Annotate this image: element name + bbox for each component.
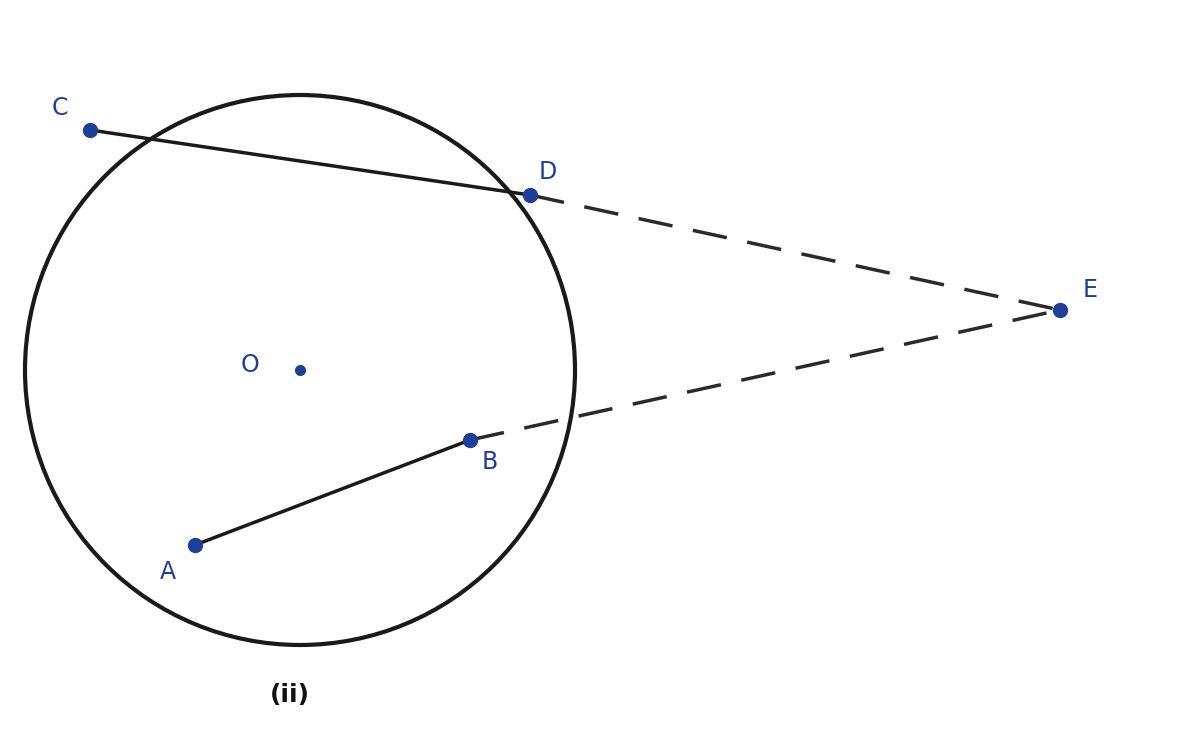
Text: B: B	[482, 450, 498, 474]
Text: C: C	[52, 96, 68, 120]
Text: (ii): (ii)	[270, 683, 310, 707]
Text: D: D	[539, 160, 557, 184]
Text: A: A	[160, 560, 176, 584]
Text: O: O	[241, 353, 259, 377]
Text: E: E	[1082, 278, 1098, 302]
